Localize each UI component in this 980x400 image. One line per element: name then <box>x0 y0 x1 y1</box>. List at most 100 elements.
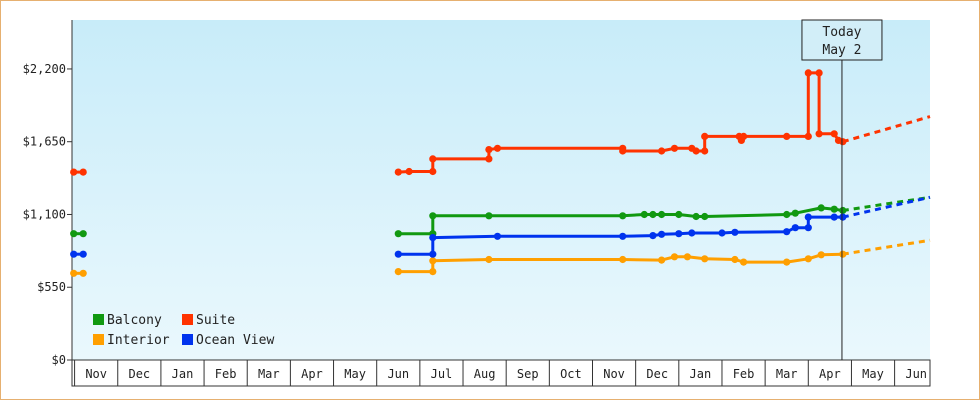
data-point <box>70 168 78 176</box>
projection-line-interior <box>842 238 931 256</box>
data-point <box>701 212 709 221</box>
data-point <box>619 212 627 220</box>
data-point <box>783 258 791 266</box>
legend-swatch <box>182 334 193 345</box>
data-point <box>394 230 402 238</box>
x-tick-label: Jan <box>172 367 194 381</box>
series-line-balcony <box>398 206 844 236</box>
x-tick-label: Dec <box>128 367 150 381</box>
y-tick-label: $1,100 <box>23 207 66 221</box>
x-tick-label: Nov <box>85 367 107 381</box>
data-point <box>683 253 692 261</box>
data-point <box>670 144 679 152</box>
data-point <box>485 146 493 154</box>
today-box <box>801 19 883 61</box>
data-point <box>619 147 627 155</box>
x-tick-label: Sep <box>517 367 539 381</box>
data-point <box>493 144 502 152</box>
data-point <box>791 209 799 217</box>
x-tick-label: Jun <box>387 367 409 381</box>
x-tick-label: Jun <box>905 367 927 381</box>
data-point <box>658 256 666 264</box>
y-tick-label: $1,650 <box>23 135 66 149</box>
data-point <box>817 251 825 259</box>
legend-label: Suite <box>196 313 235 328</box>
data-point <box>701 255 709 263</box>
data-point <box>692 147 700 155</box>
data-point <box>675 210 683 219</box>
data-point <box>830 213 838 221</box>
data-point <box>740 132 748 140</box>
plot-area <box>72 20 930 360</box>
series-points <box>70 69 847 277</box>
x-tick-label: May <box>344 367 366 381</box>
data-point <box>79 230 87 238</box>
data-point <box>731 255 739 264</box>
data-point <box>649 232 657 240</box>
data-point <box>740 258 748 266</box>
data-point <box>429 250 437 258</box>
y-tick-label: $550 <box>37 280 66 294</box>
legend-label: Interior <box>107 333 170 348</box>
data-point <box>830 130 838 138</box>
data-point <box>619 255 627 264</box>
projection-line-ocean-view <box>842 195 931 219</box>
x-tick-label: Jul <box>431 367 453 381</box>
data-point <box>79 168 87 176</box>
data-point <box>429 257 437 265</box>
data-point <box>815 130 823 138</box>
data-point <box>394 168 402 176</box>
data-point <box>649 210 657 219</box>
data-point <box>670 253 679 261</box>
x-tick-label: Mar <box>258 367 280 381</box>
data-point <box>839 250 847 258</box>
data-point <box>675 230 683 238</box>
data-point <box>701 132 709 140</box>
data-point <box>429 268 437 276</box>
data-point <box>619 232 627 240</box>
data-point <box>429 167 437 176</box>
today-marker: Today May 2 <box>801 19 883 360</box>
projection-line-suite <box>842 115 931 144</box>
data-point <box>804 255 812 263</box>
data-point <box>804 69 812 77</box>
legend-swatch <box>93 334 104 345</box>
data-point <box>791 224 799 232</box>
data-point <box>70 230 78 238</box>
data-point <box>783 132 791 140</box>
legend-swatch <box>93 314 104 325</box>
data-point <box>394 268 402 276</box>
data-point <box>485 255 493 264</box>
data-point <box>718 229 726 237</box>
today-date: May 2 <box>822 43 861 58</box>
legend-label: Ocean View <box>196 333 274 348</box>
today-label: Today <box>822 25 861 40</box>
x-tick-label: May <box>862 367 884 381</box>
data-point <box>731 228 739 236</box>
data-point <box>692 212 700 221</box>
data-point <box>70 250 78 258</box>
data-point <box>839 213 847 221</box>
data-point <box>79 250 87 258</box>
data-point <box>79 269 87 277</box>
axes: $0 $550 $1,100 $1,650 $2,200 Nov Dec Jan Feb Mar A… <box>23 20 931 387</box>
x-tick-label: Mar <box>776 367 798 381</box>
data-point <box>429 234 437 242</box>
x-tick-label: Feb <box>733 367 755 381</box>
data-point <box>658 210 666 219</box>
data-point <box>70 269 78 277</box>
legend-swatch <box>182 314 193 325</box>
x-tick-label: Aug <box>474 367 496 381</box>
x-tick-label: Apr <box>301 367 323 381</box>
x-tick-label: Nov <box>603 367 625 381</box>
data-point <box>783 210 791 219</box>
data-point <box>783 228 791 236</box>
data-point <box>688 229 696 237</box>
data-point <box>405 167 413 176</box>
x-tick-label: Jan <box>690 367 712 381</box>
data-point <box>804 213 812 221</box>
projection-line-balcony <box>842 195 931 212</box>
data-point <box>804 224 812 232</box>
data-point <box>485 212 493 220</box>
x-tick-label: Oct <box>560 367 582 381</box>
